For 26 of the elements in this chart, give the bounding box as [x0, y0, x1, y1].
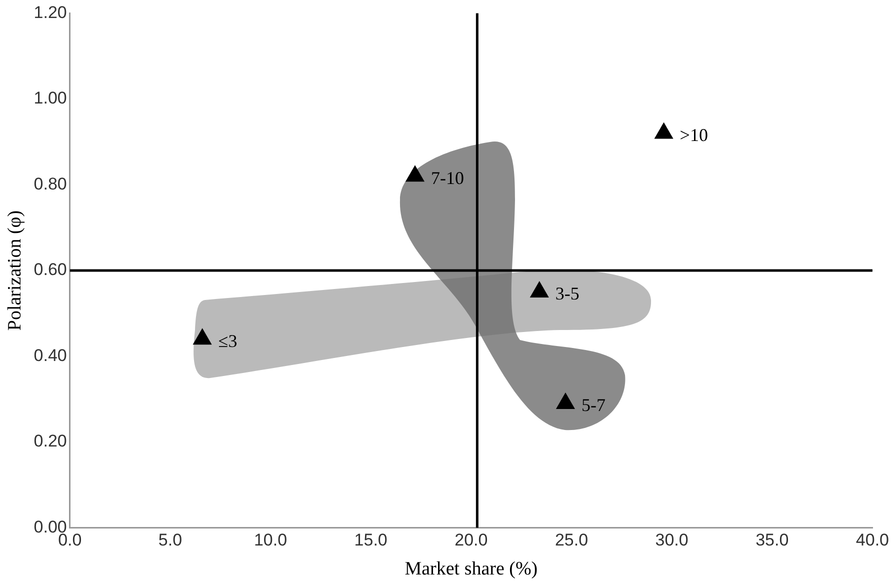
y-tick-label: 1.20	[34, 2, 67, 22]
x-tick-label: 10.0	[254, 530, 288, 550]
point	[406, 166, 424, 182]
x-tick-label: 20.0	[454, 530, 488, 550]
x-tick-label: 35.0	[756, 530, 789, 550]
x-tick-label: 25.0	[554, 530, 588, 550]
point	[530, 281, 549, 298]
x-tick-label: 15.0	[354, 530, 388, 550]
y-tick-label: 0.40	[34, 346, 67, 365]
x-tick-label: 30.0	[655, 530, 688, 550]
y-axis-title: Polarization (φ)	[4, 210, 26, 331]
annotation: >10	[680, 125, 708, 146]
x-axis-title: Market share (%)	[404, 558, 538, 580]
y-tick-label: 0.80	[34, 174, 67, 194]
point	[556, 392, 575, 409]
y-tick-label: 1.00	[34, 88, 67, 108]
annotation: ≤3	[218, 330, 238, 351]
x-tick-label: 5.0	[158, 530, 182, 550]
y-tick-label: 0.60	[34, 260, 67, 280]
point	[654, 122, 673, 139]
annotation: 7-10	[430, 168, 464, 188]
x-tick-label: 40.0	[856, 530, 890, 550]
annotation: 5-7	[581, 395, 606, 416]
y-tick-label: 0.20	[34, 432, 67, 451]
annotation: 3-5	[555, 284, 580, 304]
point	[193, 328, 212, 345]
